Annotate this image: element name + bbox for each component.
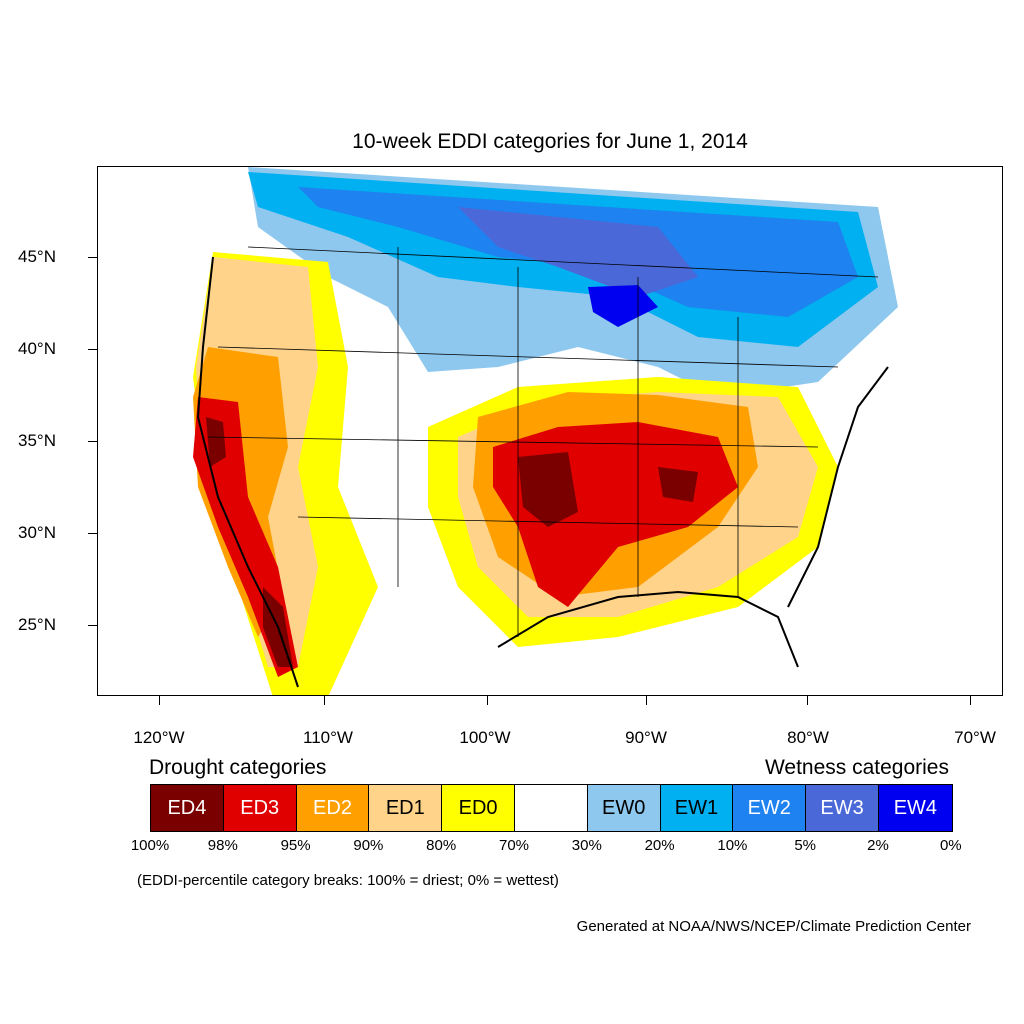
drought-categories-heading: Drought categories <box>149 756 327 779</box>
lon-label-70: 70°W <box>954 728 996 747</box>
percent-break-label: 20% <box>644 837 675 854</box>
lat-tick <box>88 441 97 442</box>
percent-break-label: 0% <box>939 837 962 854</box>
eddi-map <box>97 166 1003 696</box>
legend-swatch-ew2: EW2 <box>733 785 807 831</box>
dry-west-ed4 <box>206 417 293 667</box>
legend-swatch-ed0: ED0 <box>442 785 515 831</box>
legend-swatch-neutral <box>514 785 588 831</box>
lon-tick <box>807 696 808 705</box>
percent-break-label: 30% <box>571 837 602 854</box>
breaks-note: (EDDI-percentile category breaks: 100% =… <box>137 872 559 889</box>
coastline <box>196 256 889 688</box>
legend-swatch-ed3: ED3 <box>223 785 297 831</box>
lat-tick <box>88 533 97 534</box>
category-legend: ED4 ED3 ED2 ED1 ED0 EW0 EW1 EW2 EW3 EW4 <box>150 784 953 832</box>
lat-label-30: 30°N <box>18 523 56 542</box>
percent-break-label: 95% <box>280 837 311 854</box>
legend-swatch-ew0: EW0 <box>587 785 661 831</box>
lon-label-120: 120°W <box>133 728 185 747</box>
percent-break-label: 90% <box>353 837 384 854</box>
lat-label-40: 40°N <box>18 339 56 358</box>
legend-swatch-ed2: ED2 <box>296 785 370 831</box>
lon-tick <box>159 696 160 705</box>
lon-label-110: 110°W <box>303 728 353 747</box>
percent-break-label: 10% <box>717 837 748 854</box>
percent-break-label: 98% <box>207 837 238 854</box>
credit-line: Generated at NOAA/NWS/NCEP/Climate Predi… <box>576 918 971 935</box>
eddi-map-canvas <box>193 167 898 695</box>
lon-tick <box>487 696 488 705</box>
state-borders <box>207 246 879 637</box>
legend-swatch-ed4: ED4 <box>151 785 224 831</box>
percent-break-label: 80% <box>426 837 457 854</box>
lat-label-35: 35°N <box>18 431 56 450</box>
dry-central-ed4 <box>518 452 698 527</box>
wet-region-ew3 <box>458 207 698 297</box>
lon-tick <box>324 696 325 705</box>
lat-tick <box>88 257 97 258</box>
wetness-categories-heading: Wetness categories <box>764 756 949 779</box>
map-title: 10-week EDDI categories for June 1, 2014 <box>352 130 748 153</box>
percent-break-label: 100% <box>130 837 170 854</box>
lat-label-45: 45°N <box>18 247 56 266</box>
percent-break-label: 70% <box>498 837 530 854</box>
legend-swatch-ew3: EW3 <box>806 785 879 831</box>
lon-tick <box>646 696 647 705</box>
legend-swatch-ed1: ED1 <box>369 785 443 831</box>
lat-tick <box>88 349 97 350</box>
lon-label-100: 100°W <box>459 728 511 747</box>
lat-label-25: 25°N <box>18 615 56 634</box>
lon-label-90: 90°W <box>625 728 667 747</box>
legend-swatch-ew4: EW4 <box>878 785 952 831</box>
lat-tick <box>88 625 97 626</box>
wet-region-ew4 <box>588 285 658 327</box>
percent-break-label: 2% <box>867 837 889 854</box>
percent-break-label: 5% <box>794 837 817 854</box>
lon-label-80: 80°W <box>787 728 829 747</box>
legend-swatch-ew1: EW1 <box>660 785 734 831</box>
lon-tick <box>970 696 971 705</box>
